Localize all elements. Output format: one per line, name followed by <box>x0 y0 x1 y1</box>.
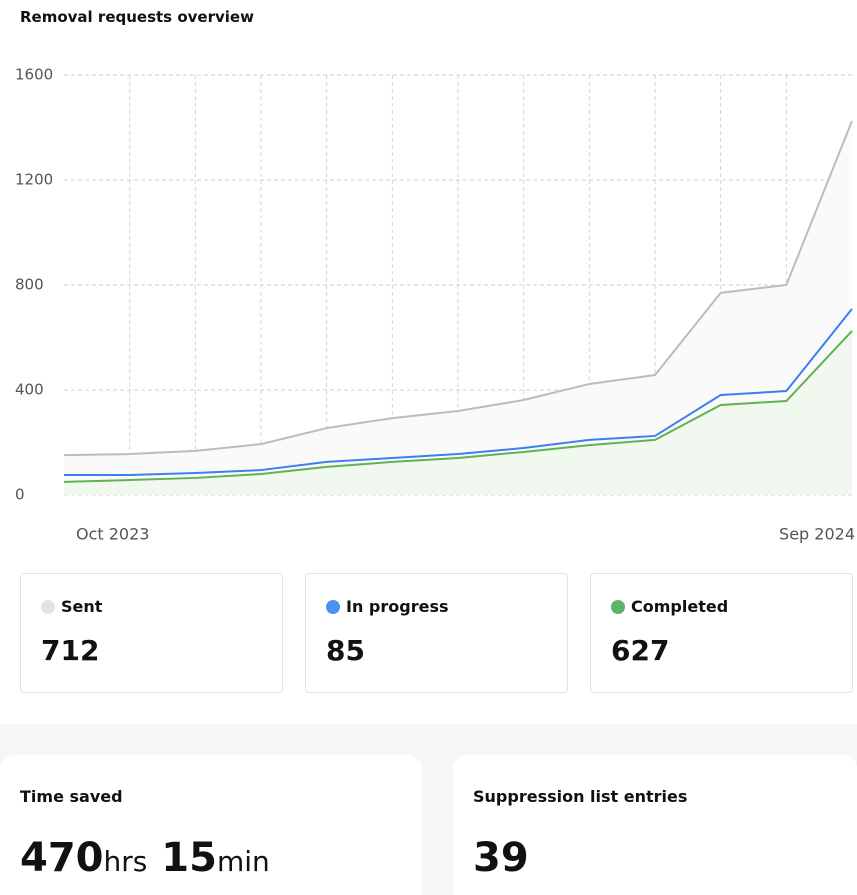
legend-dot <box>41 599 55 614</box>
legend-card: Sent 712 <box>20 573 283 693</box>
y-tick-label: 0 <box>15 486 25 504</box>
legend-entry: Completed <box>611 597 728 616</box>
minutes-unit: min <box>216 845 270 878</box>
legend-dot <box>611 599 625 614</box>
legend-label: Sent <box>61 597 103 616</box>
minutes: 15 <box>161 835 217 881</box>
y-tick-label: 800 <box>15 276 44 294</box>
x-tick-label: Sep 2024 <box>779 525 855 544</box>
legend-label: Completed <box>631 597 729 616</box>
y-tick-label: 1600 <box>15 66 53 84</box>
card-value: 85 <box>326 634 365 667</box>
card-value: 39 <box>473 835 529 881</box>
y-tick-label: 400 <box>15 381 44 399</box>
card-value: 627 <box>611 634 670 667</box>
hours-unit: hrs <box>103 845 148 878</box>
area <box>64 120 852 495</box>
line <box>64 308 853 477</box>
chart: 0 400 800 1200 1600 Oct 2023 Sep 2024 <box>15 66 855 544</box>
legend-label: In progress <box>346 597 449 616</box>
x-tick-label: Oct 2023 <box>76 525 149 544</box>
legend-entry: In progress <box>326 597 449 616</box>
card-value: 470hrs 15min <box>20 835 270 881</box>
suppression-card: Suppression list entries 39 <box>453 755 857 895</box>
line <box>63 330 853 483</box>
legend-card: Completed 627 <box>590 573 853 693</box>
card-value: 712 <box>41 634 100 667</box>
time-saved-card: Time saved 470hrs 15min <box>0 755 422 895</box>
card-label: Time saved <box>20 787 123 806</box>
chart-title: Removal requests overview <box>20 8 254 26</box>
overview-panel: Removal requests overview 0 400 800 1200 160… <box>15 8 855 693</box>
hours: 470 <box>20 835 104 881</box>
line <box>63 120 853 457</box>
legend-entry: Sent <box>41 597 102 616</box>
legend-dot <box>326 599 340 614</box>
y-tick-label: 1200 <box>15 171 53 189</box>
card-label: Suppression list entries <box>473 787 688 806</box>
legend-card: In progress 85 <box>305 573 568 693</box>
area <box>64 330 852 495</box>
